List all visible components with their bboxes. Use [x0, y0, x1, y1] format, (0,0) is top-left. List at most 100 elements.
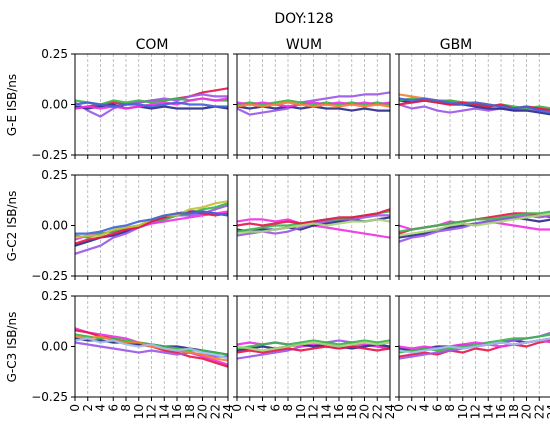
x-tick-label: 18 — [183, 404, 197, 419]
series-line-0 — [237, 91, 390, 116]
series-group — [399, 93, 550, 116]
row-label-ge: G-E ISB/ns — [5, 74, 19, 136]
y-tick-label: 0.00 — [41, 98, 68, 112]
panel-r0-c2 — [395, 53, 550, 159]
series-line-5 — [237, 341, 390, 352]
x-tick-label: 22 — [532, 404, 546, 419]
x-tick-label: 14 — [319, 404, 333, 419]
series-line-3 — [237, 339, 390, 350]
series-line-4 — [75, 97, 228, 110]
series-line-2 — [237, 99, 390, 106]
x-tick-label: 2 — [405, 404, 419, 412]
x-tick-label: 6 — [106, 404, 120, 412]
x-tick-label: 24 — [383, 404, 397, 419]
figure-title: DOY:128 — [274, 11, 333, 27]
panel-r0-c1 — [233, 53, 391, 159]
x-tick-label: 8 — [119, 404, 133, 412]
x-tick-label: 18 — [345, 404, 359, 419]
panel-r0-c0: 0.25 0.00 −0.25 — [31, 47, 229, 162]
x-tick-label: 12 — [469, 404, 483, 419]
series-group — [237, 339, 390, 360]
x-tick-label: 14 — [157, 404, 171, 419]
column-title-com: COM — [136, 37, 169, 53]
series-line-4 — [399, 210, 550, 233]
series-line-3 — [399, 214, 550, 243]
series-line-4 — [237, 345, 390, 354]
x-tick-label: 14 — [481, 404, 495, 419]
x-tick-label: 22 — [370, 404, 384, 419]
series-line-5 — [399, 212, 550, 237]
column-title-gbm: GBM — [440, 37, 473, 53]
x-tick-label: 12 — [145, 404, 159, 419]
x-tick-label: 10 — [456, 404, 470, 419]
panels-grid: 0.250.00−0.250.250.00−0.250.250.00−0.250… — [31, 47, 550, 419]
series-line-3 — [399, 333, 550, 354]
x-tick-label: 12 — [307, 404, 321, 419]
series-line-4 — [237, 101, 390, 108]
series-line-6 — [75, 337, 228, 360]
x-tick-label: 20 — [196, 404, 210, 419]
x-tick-label: 0 — [392, 404, 406, 412]
x-tick-label: 20 — [358, 404, 372, 419]
series-line-3 — [237, 101, 390, 108]
series-group — [75, 200, 228, 255]
series-line-5 — [75, 101, 228, 108]
x-tick-label: 2 — [81, 404, 95, 412]
x-tick-label: 10 — [132, 404, 146, 419]
x-tick-label: 4 — [256, 404, 270, 412]
x-tick-label: 4 — [94, 404, 108, 412]
series-line-1 — [75, 93, 228, 118]
series-line-5 — [237, 218, 390, 235]
series-line-5 — [399, 337, 550, 354]
y-tick-label: 0.00 — [41, 219, 68, 233]
x-tick-label: 6 — [430, 404, 444, 412]
x-tick-label: 16 — [170, 404, 184, 419]
panel-r1-c1 — [233, 174, 391, 280]
series-group — [237, 91, 390, 116]
x-tick-label: 18 — [507, 404, 521, 419]
row-label-gc2: G-C2 ISB/ns — [5, 191, 19, 262]
x-tick-label: 0 — [68, 404, 82, 412]
x-tick-label: 16 — [494, 404, 508, 419]
x-tick-label: 8 — [443, 404, 457, 412]
column-title-wum: WUM — [286, 37, 322, 53]
series-group — [399, 331, 550, 360]
x-tick-label: 16 — [332, 404, 346, 419]
x-tick-label: 22 — [208, 404, 222, 419]
series-line-0 — [399, 339, 550, 358]
series-line-5 — [399, 97, 550, 114]
y-tick-label: 0.25 — [41, 289, 68, 303]
y-tick-label: 0.25 — [41, 168, 68, 182]
series-group — [399, 210, 550, 243]
series-line-2 — [237, 343, 390, 352]
y-tick-label: 0.25 — [41, 47, 68, 61]
series-group — [75, 87, 228, 118]
y-tick-label: −0.25 — [31, 390, 68, 404]
x-tick-label: 4 — [418, 404, 432, 412]
series-line-4 — [75, 210, 228, 245]
x-tick-label: 0 — [230, 404, 244, 412]
x-tick-label: 8 — [281, 404, 295, 412]
series-line-5 — [75, 335, 228, 362]
y-tick-label: −0.25 — [31, 148, 68, 162]
series-line-2 — [75, 103, 228, 110]
x-tick-label: 24 — [545, 404, 550, 419]
series-group — [75, 327, 228, 368]
x-tick-label: 20 — [520, 404, 534, 419]
y-tick-label: −0.25 — [31, 269, 68, 283]
y-tick-label: 0.00 — [41, 340, 68, 354]
panel-r1-c2 — [395, 174, 550, 280]
row-label-gc3: G-C3 ISB/ns — [5, 312, 19, 383]
x-tick-label: 10 — [294, 404, 308, 419]
series-line-4 — [237, 208, 390, 227]
panel-r1-c0: 0.25 0.00 −0.25 — [31, 168, 229, 283]
x-tick-label: 24 — [221, 404, 235, 419]
series-line-6 — [75, 210, 228, 235]
x-tick-label: 2 — [243, 404, 257, 412]
x-tick-label: 6 — [268, 404, 282, 412]
series-group — [237, 208, 390, 239]
